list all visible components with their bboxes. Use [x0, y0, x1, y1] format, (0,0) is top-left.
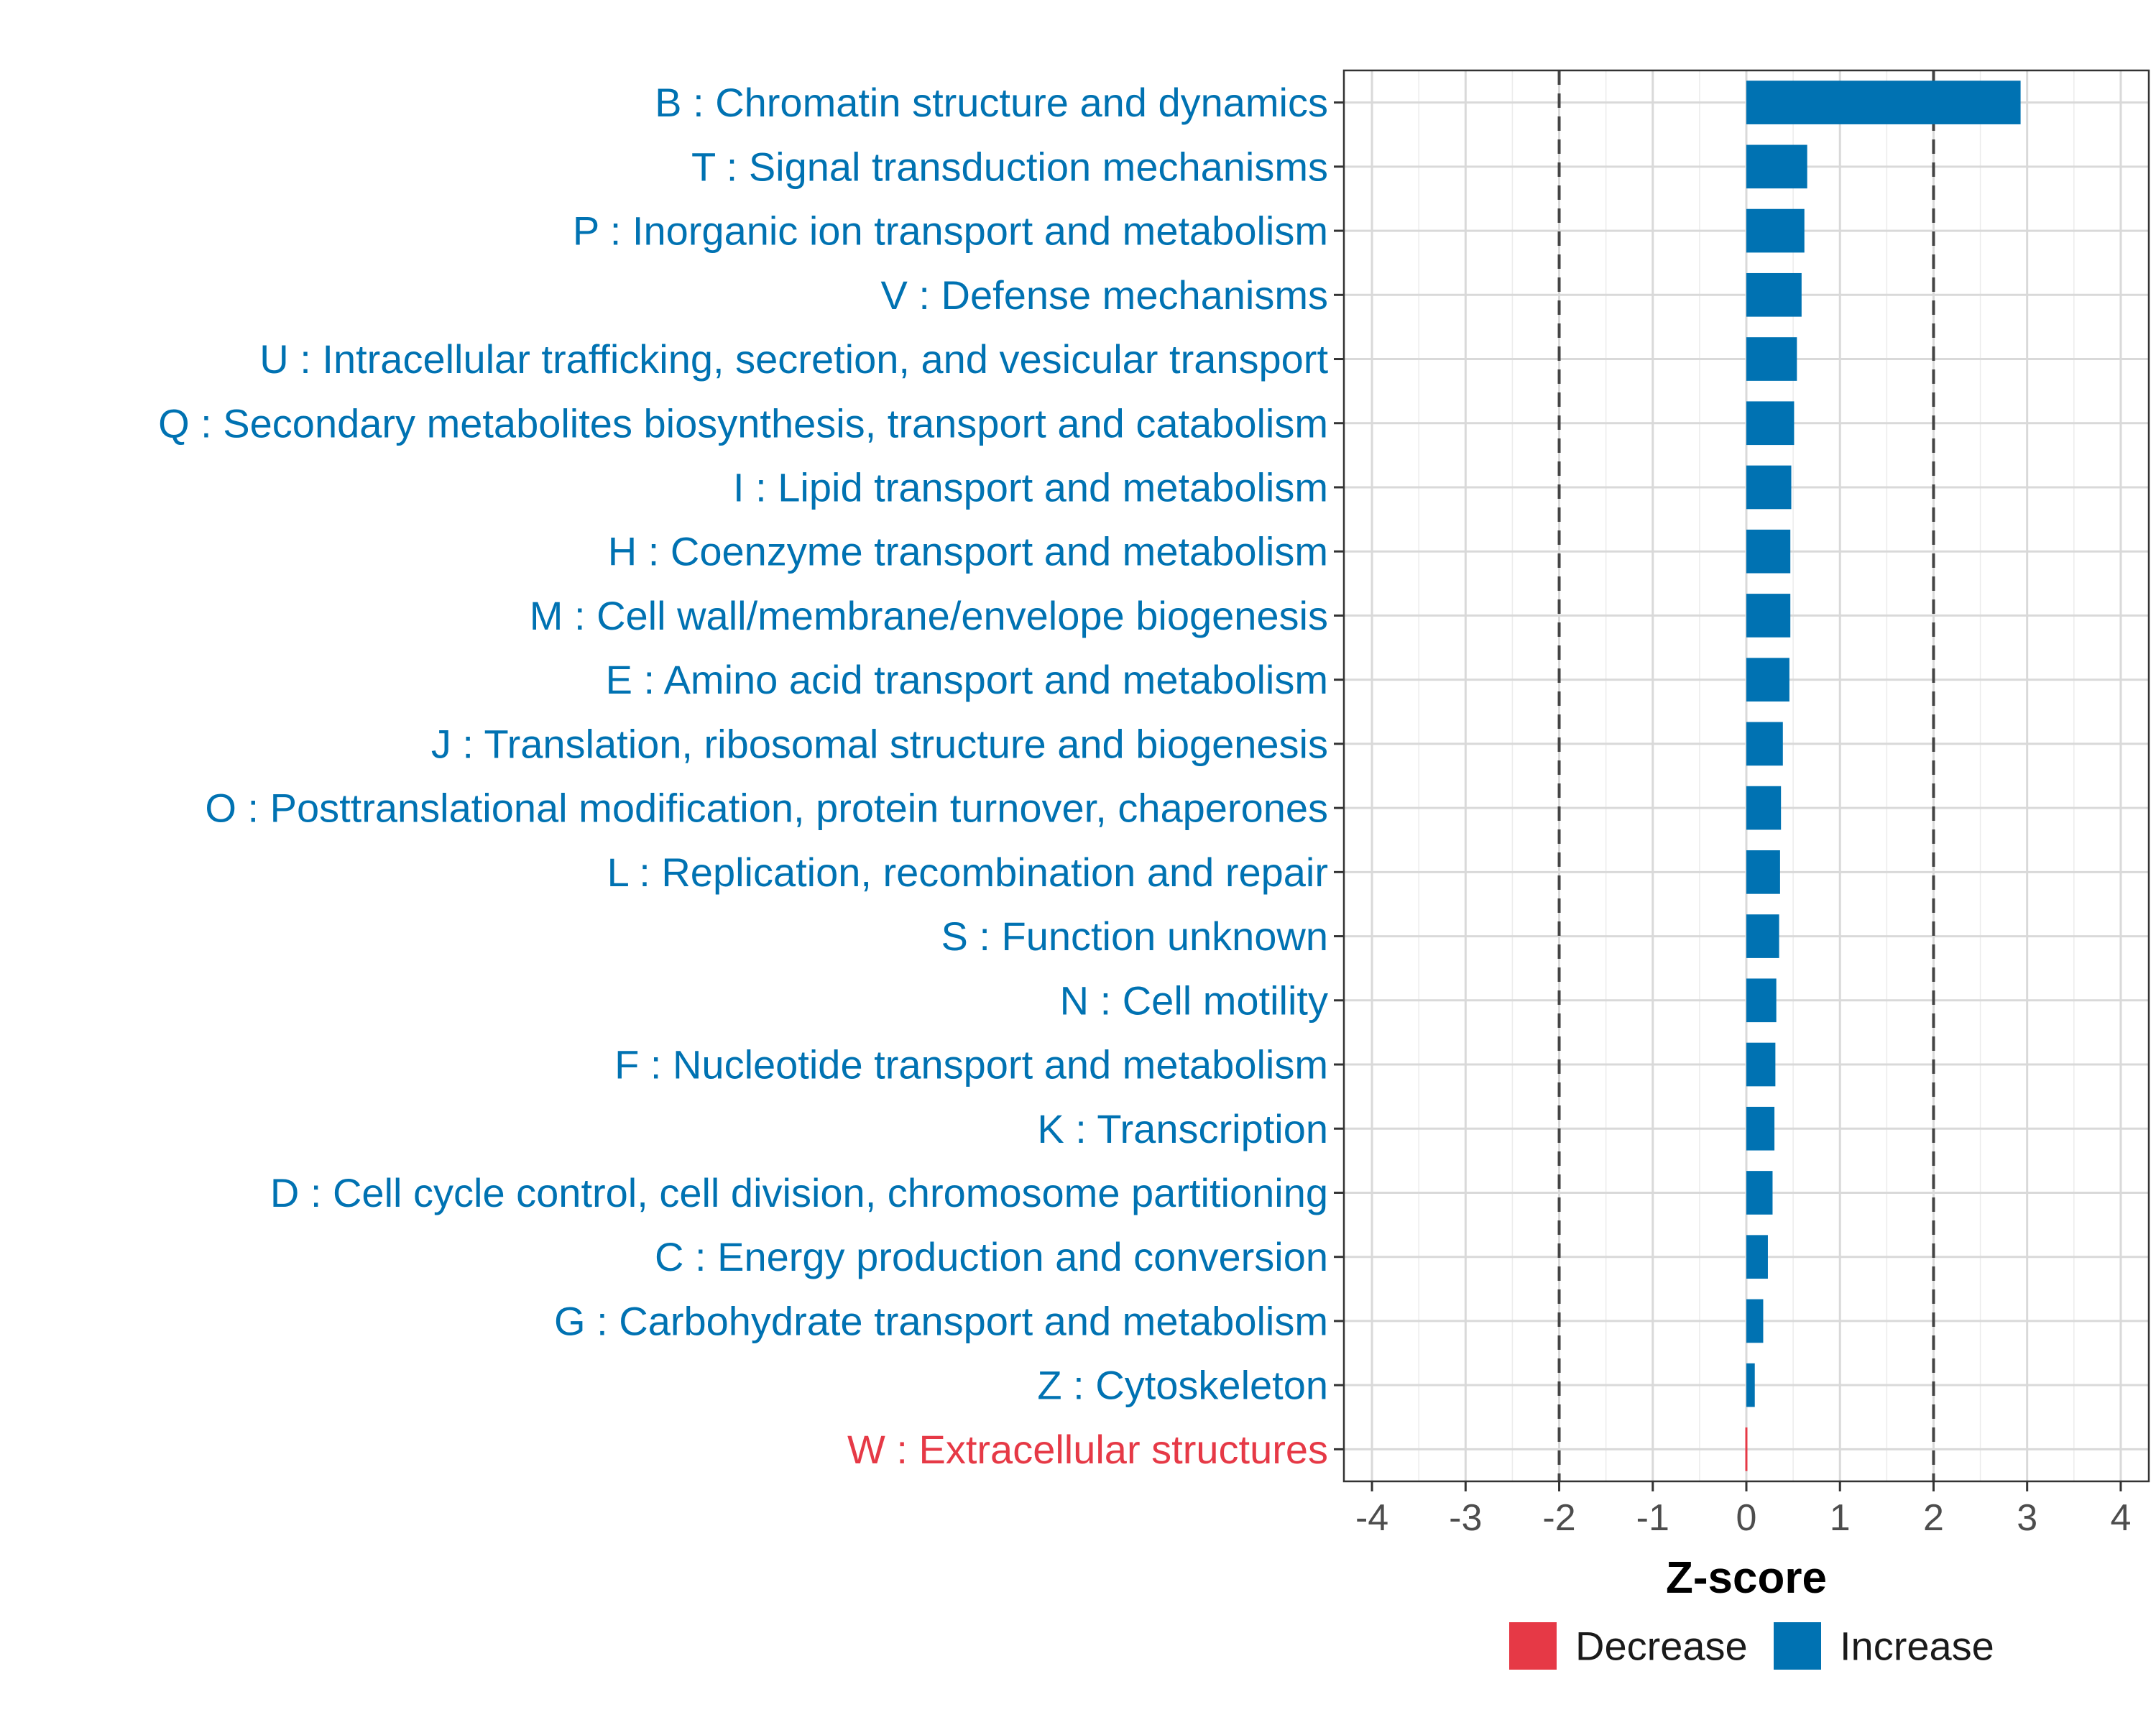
- category-label: K : Transcription: [1037, 1106, 1328, 1151]
- category-label: Z : Cytoskeleton: [1037, 1363, 1328, 1408]
- y-axis-labels: B : Chromatin structure and dynamics T : …: [158, 80, 1328, 1472]
- category-label: E : Amino acid transport and metabolism: [606, 657, 1328, 702]
- bar: [1746, 1299, 1764, 1343]
- category-label: Q : Secondary metabolites biosynthesis, …: [158, 400, 1328, 446]
- x-tick-label: 0: [1736, 1497, 1757, 1539]
- bar: [1746, 914, 1779, 958]
- category-label: W : Extracellular structures: [847, 1427, 1328, 1472]
- category-label: I : Lipid transport and metabolism: [733, 464, 1328, 510]
- x-tick-label: 4: [2110, 1497, 2131, 1539]
- bar: [1745, 1427, 1748, 1471]
- bar: [1746, 401, 1795, 446]
- legend-label-increase: Increase: [1840, 1624, 1994, 1669]
- bar: [1746, 594, 1791, 638]
- bar: [1746, 786, 1782, 830]
- bar: [1746, 529, 1791, 574]
- legend: Decrease Increase: [1509, 1622, 1994, 1670]
- bar: [1746, 722, 1783, 766]
- category-label: O : Posttranslational modification, prot…: [205, 786, 1328, 831]
- category-label: M : Cell wall/membrane/envelope biogenes…: [530, 593, 1328, 638]
- bar: [1746, 1042, 1776, 1087]
- legend-swatch-decrease: [1509, 1622, 1557, 1670]
- category-label: B : Chromatin structure and dynamics: [655, 80, 1328, 125]
- bars: [1745, 80, 2021, 1471]
- bar: [1746, 850, 1780, 894]
- x-tick-label: 2: [1923, 1497, 1944, 1539]
- x-tick-label: -2: [1542, 1497, 1575, 1539]
- x-tick-label: 1: [1830, 1497, 1851, 1539]
- category-label: U : Intracellular trafficking, secretion…: [259, 336, 1328, 382]
- legend-swatch-increase: [1774, 1622, 1821, 1670]
- bar: [1746, 465, 1792, 510]
- bar: [1746, 272, 1802, 317]
- bar: [1746, 658, 1789, 702]
- bar: [1746, 144, 1807, 189]
- category-label: S : Function unknown: [941, 914, 1328, 959]
- category-label: C : Energy production and conversion: [655, 1234, 1328, 1279]
- bar: [1746, 1106, 1775, 1151]
- legend-label-decrease: Decrease: [1575, 1624, 1748, 1669]
- category-label: L : Replication, recombination and repai…: [607, 850, 1328, 895]
- bar: [1746, 208, 1805, 253]
- bar: [1746, 1363, 1755, 1407]
- category-label: T : Signal transduction mechanisms: [691, 144, 1328, 189]
- x-axis-tick-labels: -4 -3 -2 -1 0 1 2 3 4: [1355, 1497, 2131, 1539]
- category-label: V : Defense mechanisms: [881, 272, 1328, 318]
- category-label: G : Carbohydrate transport and metabolis…: [554, 1298, 1328, 1343]
- x-tick-label: 3: [2017, 1497, 2037, 1539]
- bar: [1746, 1171, 1773, 1215]
- x-tick-label: -1: [1636, 1497, 1669, 1539]
- category-label: H : Coenzyme transport and metabolism: [608, 529, 1328, 574]
- category-label: J : Translation, ribosomal structure and…: [431, 721, 1328, 766]
- bar: [1746, 978, 1777, 1023]
- bar: [1746, 1235, 1768, 1279]
- x-axis-ticks: [1370, 1481, 2122, 1491]
- category-label: N : Cell motility: [1060, 978, 1328, 1023]
- bar: [1746, 337, 1797, 381]
- x-axis-title: Z-score: [1666, 1553, 1827, 1603]
- x-tick-label: -3: [1449, 1497, 1482, 1539]
- category-label: P : Inorganic ion transport and metaboli…: [573, 208, 1328, 254]
- reference-lines: [1557, 70, 1935, 1481]
- y-axis-ticks: [1334, 101, 1344, 1450]
- x-tick-label: -4: [1355, 1497, 1388, 1539]
- category-label: F : Nucleotide transport and metabolism: [614, 1042, 1328, 1087]
- category-label: D : Cell cycle control, cell division, c…: [270, 1170, 1328, 1215]
- bar: [1746, 80, 2021, 124]
